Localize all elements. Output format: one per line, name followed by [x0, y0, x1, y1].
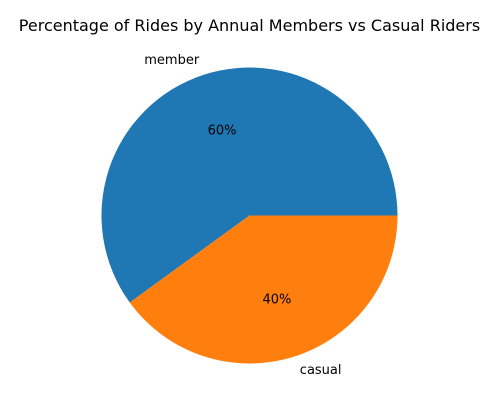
- chart-title: Percentage of Rides by Annual Members vs…: [19, 16, 480, 35]
- slice-label-member: member: [144, 53, 200, 68]
- pie-slices: [101, 67, 397, 363]
- slice-label-casual: casual: [300, 363, 342, 378]
- slice-percent-casual: 40%: [262, 292, 291, 307]
- slice-percent-member: 60%: [208, 124, 237, 139]
